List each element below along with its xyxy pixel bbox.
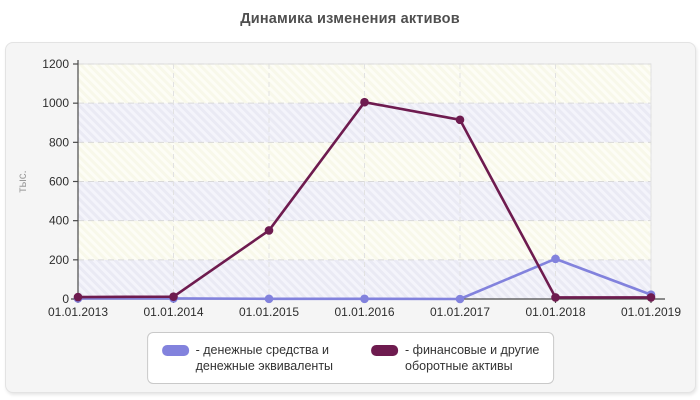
svg-text:0: 0 [62,292,69,306]
svg-text:01.01.2019: 01.01.2019 [621,305,681,319]
legend-item-cash: - денежные средства и денежные эквивален… [161,342,334,374]
legend-label-cash: - денежные средства и денежные эквивален… [195,343,334,373]
svg-text:200: 200 [49,253,69,267]
svg-text:01.01.2015: 01.01.2015 [239,305,299,319]
svg-text:01.01.2018: 01.01.2018 [525,305,585,319]
svg-text:600: 600 [49,175,69,189]
svg-text:01.01.2016: 01.01.2016 [334,305,394,319]
svg-text:01.01.2017: 01.01.2017 [430,305,490,319]
chart-legend: - денежные средства и денежные эквивален… [146,332,555,384]
svg-text:тыс.: тыс. [17,170,29,192]
legend-marker-cash-icon [161,345,189,356]
legend-marker-financial-icon [371,345,399,356]
svg-text:01.01.2014: 01.01.2014 [143,305,203,319]
legend-label-financial: - финансовые и другие оборотные активы [405,343,540,373]
svg-text:1000: 1000 [42,96,69,110]
svg-text:800: 800 [49,135,69,149]
chart-card: 0 200 400 600 800 1000 1200 01.01.2013 01.01.201… [5,42,696,393]
chart-title: Динамика изменения активов [240,11,460,27]
line-chart: 0 200 400 600 800 1000 1200 01.01.2013 01.01.201… [17,57,681,319]
legend-item-financial: - финансовые и другие оборотные активы [371,342,539,374]
svg-text:400: 400 [49,214,69,228]
svg-text:1200: 1200 [42,57,69,71]
svg-text:01.01.2013: 01.01.2013 [48,305,108,319]
